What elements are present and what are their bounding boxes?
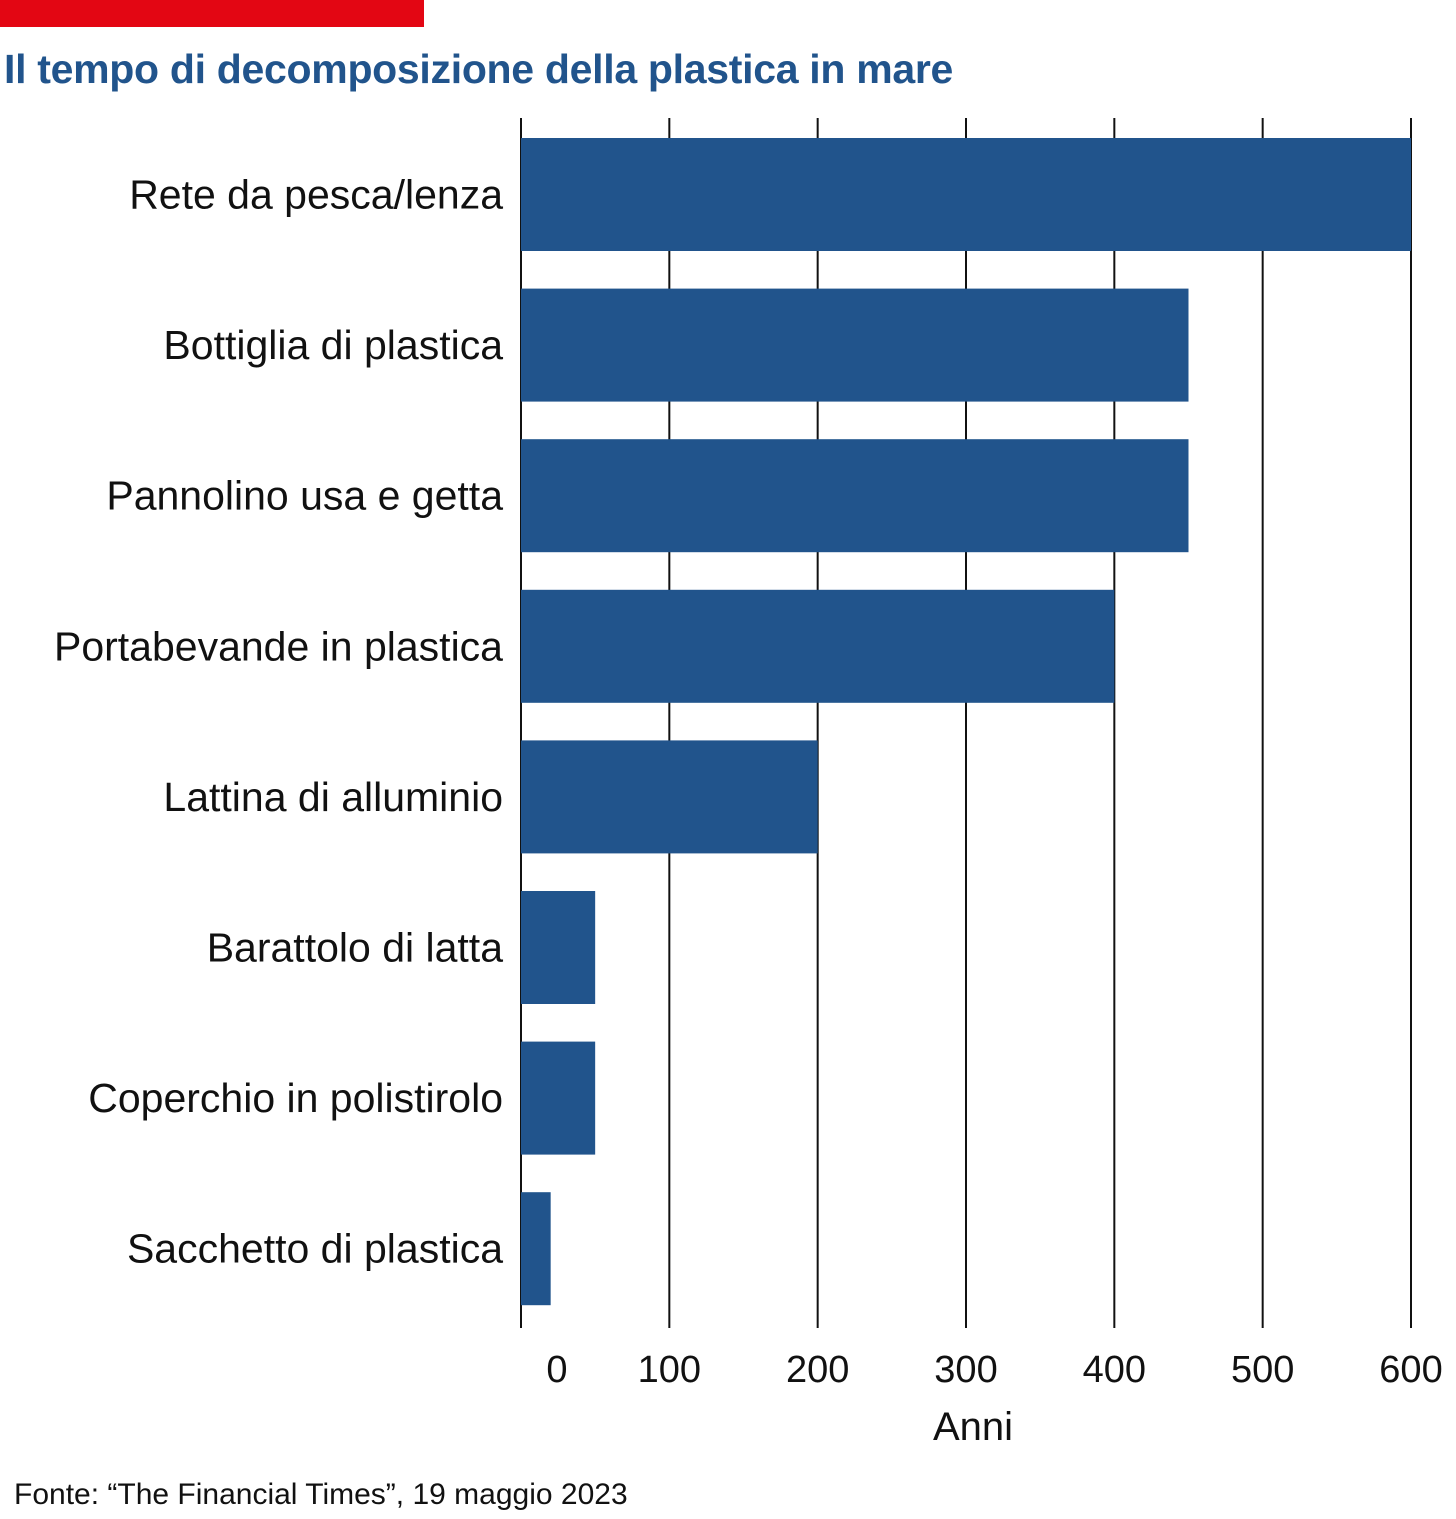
category-label: Rete da pesca/lenza [129,172,503,218]
source-note: Fonte: “The Financial Times”, 19 maggio … [14,1478,628,1511]
bar [521,1041,596,1155]
bar [521,891,596,1004]
x-tick-label: 400 [1083,1349,1146,1391]
chart-title: Il tempo di decomposizione della plastic… [4,46,954,92]
bar [521,288,1189,402]
category-label: Sacchetto di plastica [127,1226,503,1272]
x-axis-title: Anni [933,1405,1013,1449]
bar [521,138,1411,251]
category-label: Coperchio in polistirolo [88,1075,503,1121]
x-tick-label: 300 [934,1349,997,1391]
bar [521,740,818,854]
bar-chart: Rete da pesca/lenza Bottiglia di plastica… [54,118,1443,1449]
category-label: Portabevande in plastica [54,623,503,669]
accent-bar [0,0,424,27]
x-tick-label: 500 [1231,1349,1294,1391]
x-tick-label: 100 [638,1349,701,1391]
bar [521,589,1115,703]
bar [521,1192,551,1306]
category-label: Bottiglia di plastica [163,322,503,368]
category-label: Lattina di alluminio [163,774,503,820]
x-tick-label: 0 [546,1349,567,1391]
bar [521,439,1189,553]
category-label: Pannolino usa e getta [106,473,503,519]
category-label: Barattolo di latta [207,925,503,971]
bars [521,138,1411,1306]
x-tick-label: 200 [786,1349,849,1391]
category-labels: Rete da pesca/lenza Bottiglia di plastica… [54,172,503,1272]
x-tick-labels: 0 100 200 300 400 500 600 [546,1349,1442,1391]
x-tick-label: 600 [1379,1349,1442,1391]
